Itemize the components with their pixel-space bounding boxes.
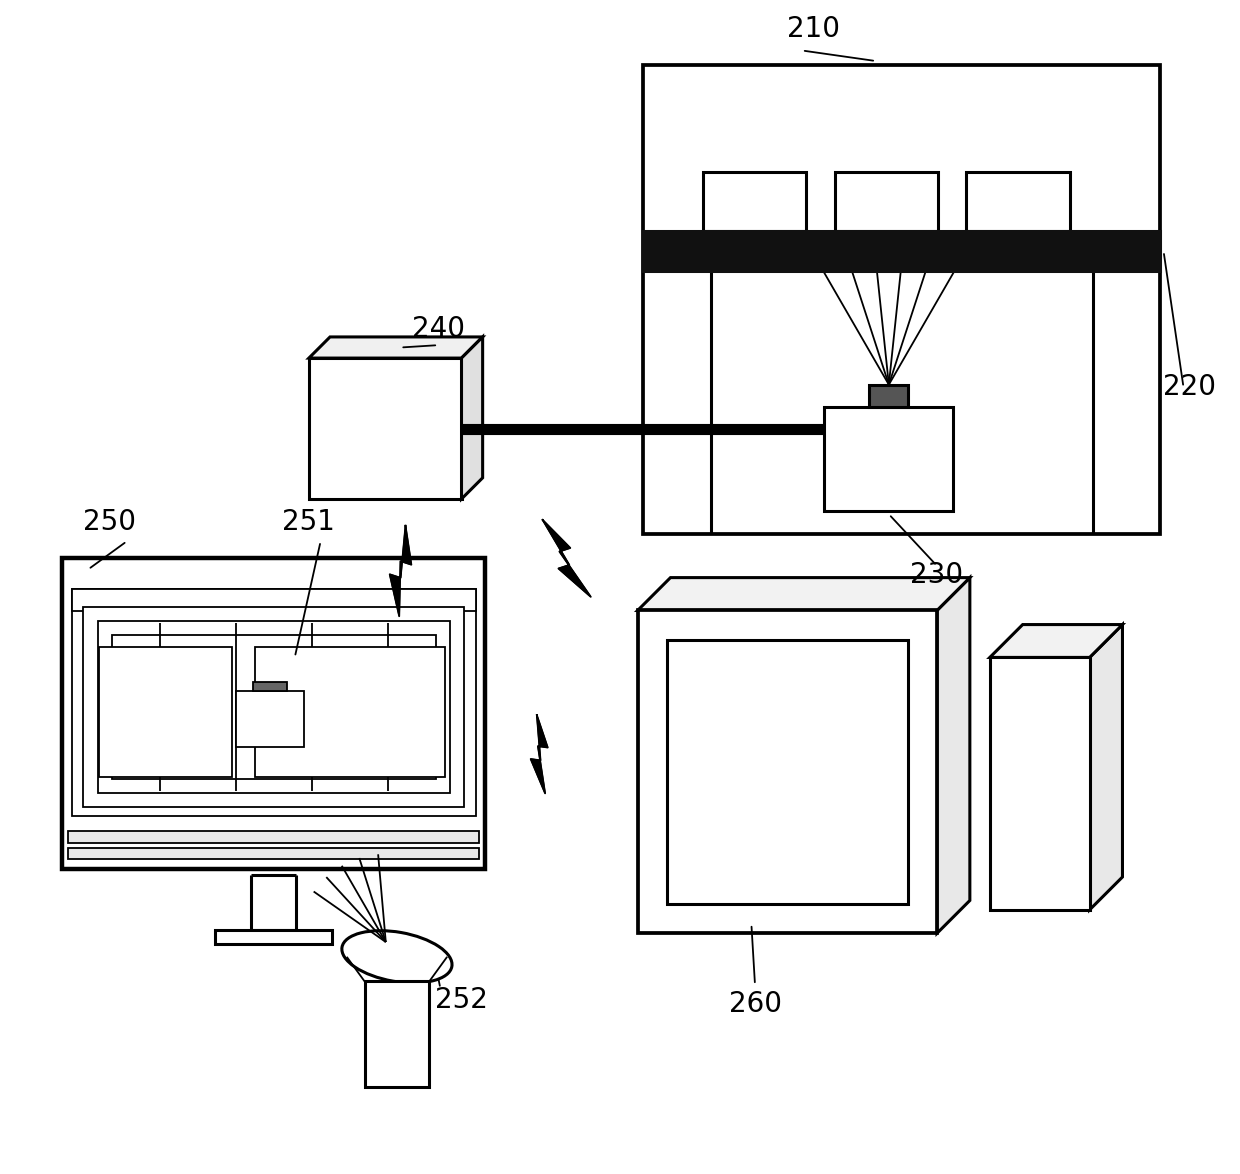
Bar [68,848,479,859]
Bar [215,930,332,944]
Bar [966,173,1070,231]
Polygon shape [937,578,970,933]
Bar [644,231,1161,271]
Bar [236,690,304,747]
Bar [99,647,232,777]
Bar [990,657,1090,910]
Polygon shape [389,526,412,616]
Text: 250: 250 [83,508,136,537]
Text: 251: 251 [283,508,335,537]
Bar [703,173,806,231]
Bar [869,385,908,407]
Polygon shape [637,578,970,610]
Bar [72,588,476,612]
Text: 240: 240 [412,315,465,343]
Text: 210: 210 [787,15,841,43]
Bar [253,682,286,690]
Text: 252: 252 [435,986,489,1014]
Polygon shape [543,520,590,596]
Polygon shape [531,715,548,794]
Text: 220: 220 [1163,373,1216,402]
Bar [644,65,1161,534]
Bar [83,607,464,807]
Polygon shape [461,337,482,499]
Bar [72,589,476,816]
Bar [68,831,479,843]
Polygon shape [1090,625,1122,910]
Bar [62,558,485,869]
Bar [667,640,908,904]
Bar [254,647,445,777]
Ellipse shape [342,931,453,983]
Polygon shape [309,337,482,358]
Bar [835,173,937,231]
Text: 230: 230 [910,561,963,589]
Polygon shape [990,625,1122,657]
Bar [825,407,954,511]
Bar [98,621,450,792]
Bar [637,610,937,933]
Bar [309,358,461,499]
Bar [365,981,429,1087]
Text: 260: 260 [729,990,781,1018]
Bar [112,635,435,778]
